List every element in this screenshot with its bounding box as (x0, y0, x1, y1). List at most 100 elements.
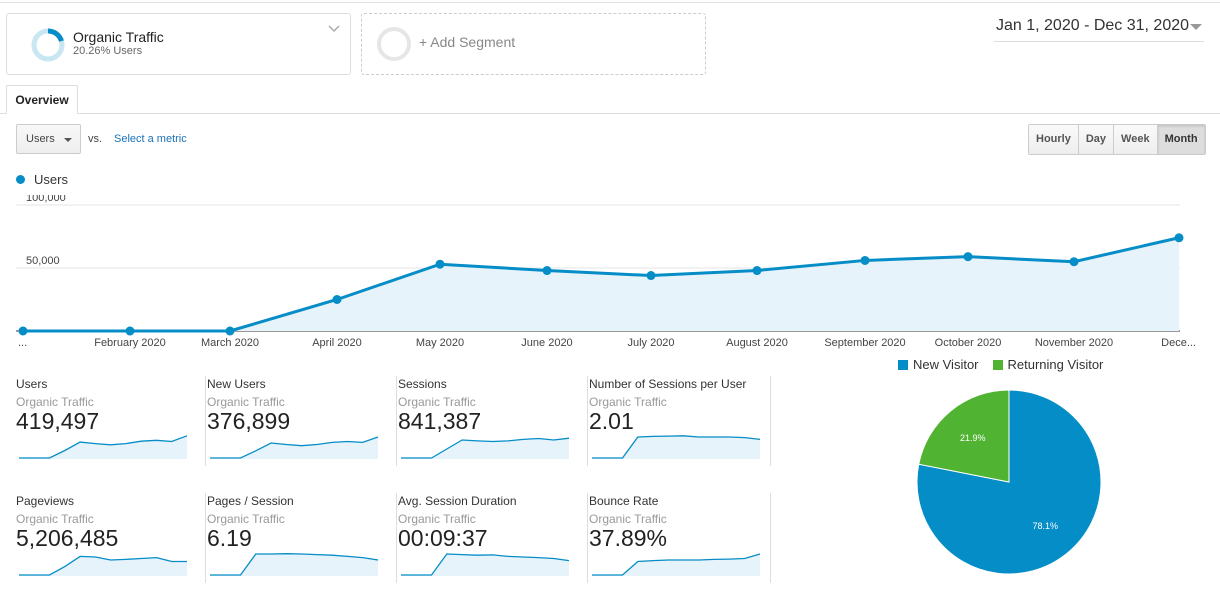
users-data-point (646, 271, 656, 281)
sparkline-line (19, 435, 188, 459)
scorecard-tile[interactable]: Sessions Organic Traffic 841,387 (398, 376, 588, 471)
tab-divider (0, 113, 1220, 114)
returning-visitor-label: Returning Visitor (1007, 357, 1104, 372)
users-data-point (542, 266, 552, 276)
scorecard-tile[interactable]: Users Organic Traffic 419,497 (16, 376, 206, 471)
sparkline-line (210, 553, 379, 576)
chevron-down-icon[interactable] (326, 21, 342, 37)
add-segment-button[interactable]: + Add Segment (361, 13, 706, 75)
tile-divider (396, 376, 397, 466)
tab-overview[interactable]: Overview (6, 85, 78, 114)
x-tick-label: February 2020 (94, 337, 166, 349)
users-data-point (860, 255, 870, 265)
scorecard-tile[interactable]: Pages / Session Organic Traffic 6.19 (207, 493, 397, 588)
scorecard-tile[interactable]: Number of Sessions per User Organic Traff… (589, 376, 779, 471)
scorecard-value: 419,497 (16, 408, 100, 434)
tile-divider (587, 376, 588, 466)
scorecard-value: 37.89% (589, 525, 668, 551)
granularity-week-button[interactable]: Week (1114, 125, 1158, 154)
x-tick-label: ... (18, 337, 27, 349)
tile-divider (770, 376, 771, 466)
scorecard-name: Bounce Rate (589, 494, 659, 508)
tile-divider (770, 493, 771, 583)
x-tick-label: March 2020 (201, 337, 259, 349)
vs-label: vs. (88, 133, 103, 145)
scorecard-name: Users (16, 377, 48, 391)
scorecard-tile[interactable]: New Users Organic Traffic 376,899 (207, 376, 397, 471)
users-data-point (1069, 257, 1079, 267)
tile-divider (205, 376, 206, 466)
granularity-hourly-button[interactable]: Hourly (1029, 125, 1079, 154)
scorecard-value: 00:09:37 (398, 525, 488, 551)
scorecard-sparkline (19, 435, 188, 459)
returning-visitor-swatch (992, 359, 1003, 370)
y-tick-label: 100,000 (26, 195, 66, 204)
pie-legend: New Visitor Returning Visitor (898, 357, 1103, 372)
sparkline-line (401, 553, 570, 576)
sparkline-line (19, 555, 187, 576)
x-tick-label: April 2020 (312, 337, 362, 349)
top-divider (0, 2, 1220, 3)
tile-divider (396, 493, 397, 583)
pie-slice (918, 389, 1010, 483)
sparkline-area (401, 438, 569, 459)
segment-card[interactable]: Organic Traffic 20.26% Users (6, 13, 351, 75)
users-data-point (1174, 233, 1184, 243)
scorecard-segment: Organic Traffic (16, 395, 94, 409)
scorecard-name: Number of Sessions per User (589, 377, 747, 391)
granularity-day-button[interactable]: Day (1078, 125, 1115, 154)
users-data-point (435, 259, 445, 269)
sparkline-area (210, 437, 378, 459)
scorecard-sparkline (210, 553, 379, 576)
x-tick-label: August 2020 (726, 337, 788, 349)
pie-legend-returning-visitor: Returning Visitor (992, 357, 1104, 372)
scorecard-tile[interactable]: Bounce Rate Organic Traffic 37.89% (589, 493, 779, 588)
x-tick-label: May 2020 (416, 337, 464, 349)
scorecard-tile[interactable]: Pageviews Organic Traffic 5,206,485 (16, 493, 206, 588)
users-data-point (125, 326, 135, 336)
metric-select[interactable]: Users (16, 124, 81, 154)
sparkline-line (401, 437, 570, 459)
sparkline-line (210, 436, 379, 459)
visitor-pie-chart: 78.1% 21.9% (916, 389, 1102, 575)
caret-down-icon (1190, 24, 1202, 30)
segment-title: Organic Traffic (73, 29, 164, 45)
scorecard-tile[interactable]: Avg. Session Duration Organic Traffic 00:0… (398, 493, 588, 588)
users-data-point (18, 326, 28, 336)
date-range-picker[interactable]: Jan 1, 2020 - Dec 31, 2020 (994, 16, 1204, 42)
users-line (23, 236, 1180, 333)
add-segment-label: + Add Segment (419, 34, 516, 50)
date-range-text: Jan 1, 2020 - Dec 31, 2020 (996, 17, 1190, 34)
caret-down-icon (64, 138, 72, 142)
scorecard-segment: Organic Traffic (589, 512, 667, 526)
scorecard-segment: Organic Traffic (16, 512, 94, 526)
scorecard-sparkline (401, 553, 570, 576)
users-line-chart: 100,000 50,000... February 2020 March 2020 A… (16, 195, 1196, 349)
scorecard-segment: Organic Traffic (398, 512, 476, 526)
scorecard-value: 841,387 (398, 408, 482, 434)
segment-ring-icon (31, 28, 65, 62)
tile-divider (587, 493, 588, 583)
users-data-point (963, 252, 973, 262)
users-area (23, 237, 1179, 331)
users-data-point (225, 326, 235, 336)
scorecard-name: Pageviews (16, 494, 75, 508)
users-data-point (752, 266, 762, 276)
pie-slice-label: 78.1% (1032, 521, 1058, 531)
x-tick-label: Dece... (1161, 337, 1196, 349)
scorecard-sparkline (19, 555, 187, 576)
pie-slice-label: 21.9% (960, 433, 986, 443)
select-metric-link[interactable]: Select a metric (114, 133, 187, 145)
x-tick-label: September 2020 (824, 337, 905, 349)
x-tick-label: October 2020 (935, 337, 1002, 349)
metric-select-value: Users (26, 133, 55, 145)
pie-legend-new-visitor: New Visitor (898, 357, 979, 372)
tile-divider (205, 493, 206, 583)
granularity-month-button[interactable]: Month (1157, 125, 1205, 154)
sparkline-area (592, 435, 760, 459)
users-legend-label: Users (34, 172, 68, 187)
scorecard-segment: Organic Traffic (207, 512, 285, 526)
scorecard-segment: Organic Traffic (589, 395, 667, 409)
users-legend-dot (16, 175, 25, 184)
scorecard-value: 2.01 (589, 408, 634, 434)
